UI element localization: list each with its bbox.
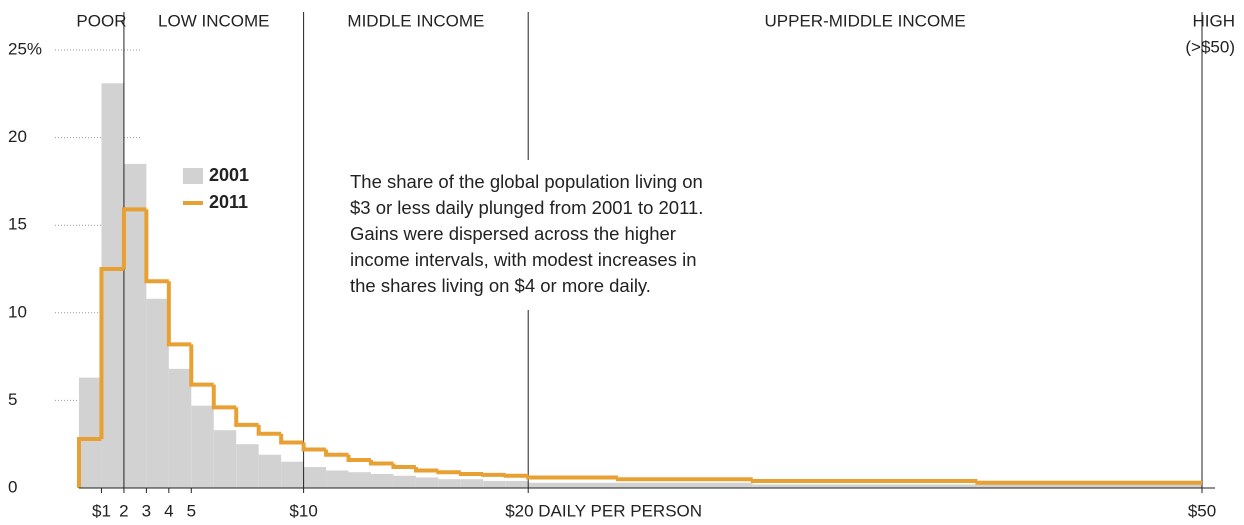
step-segment [121,207,147,269]
step-segment [750,478,978,483]
bar [281,461,304,488]
bar [326,470,349,488]
bar [146,298,169,488]
x-tick-label: $50 [1188,501,1216,520]
y-tick-label: 5 [8,390,17,409]
bar [618,482,753,488]
step-segment [368,459,394,466]
bar [370,473,394,488]
bar [977,484,1202,488]
annotation: The share of the global population livin… [350,171,703,192]
bar [213,430,237,488]
region-label: UPPER-MIDDLE INCOME [765,11,966,30]
x-tick-label: $1 [92,501,111,520]
step-segment [391,463,416,469]
y-tick-label: 0 [8,477,17,496]
bar [528,482,619,488]
x-tick-label: 4 [164,501,173,520]
step-segment [481,472,506,477]
region-label: MIDDLE INCOME [347,11,484,30]
y-tick-label: 20 [8,127,27,146]
legend-label: 2011 [209,192,248,212]
step-segment [211,384,237,410]
region-label: HIGH [1193,11,1236,30]
step-segment [526,475,619,480]
y-tick-label: 15 [8,215,27,234]
x-tick-label: $20 DAILY PER PERSON [505,501,702,520]
x-tick-label: $10 [289,501,317,520]
step-segment [99,267,124,439]
bar [505,480,529,488]
step-segment [301,442,327,452]
step-segment [458,471,484,476]
x-tick-label: 3 [142,501,151,520]
annotation: $3 or less daily plunged from 2001 to 20… [350,197,703,218]
bar [191,405,214,488]
bar [752,484,978,488]
step-segment [436,470,461,475]
bar [123,163,147,488]
bar [348,472,371,488]
annotation: Gains were dispersed across the higher [350,223,676,244]
step-segment [77,436,102,488]
region-sublabel: (>$50) [1185,37,1235,56]
bar [236,444,259,488]
bar [101,83,124,489]
y-tick-label: 10 [8,302,27,321]
step-segment [503,473,529,478]
annotation: the shares living on $4 or more daily. [350,275,651,296]
bar [438,479,461,488]
step-segment [279,433,304,445]
bar [79,377,102,488]
bar [303,466,327,488]
step-segment [413,466,439,473]
region-label: POOR [76,11,126,30]
annotation: income intervals, with modest increases … [350,249,697,270]
step-segment [189,344,214,387]
bar [483,480,506,488]
legend-label: 2001 [209,165,249,185]
step-segment [144,209,169,284]
bar [168,368,192,488]
bar [460,479,484,488]
step-segment [256,424,282,436]
bar [393,475,416,488]
region-label: LOW INCOME [158,11,269,30]
step-segment [324,449,349,457]
step-segment [346,454,371,462]
legend-swatch [183,168,203,184]
bar [258,454,282,488]
step-segment [234,407,259,427]
x-tick-label: 5 [187,501,196,520]
x-tick-label: 2 [119,501,128,520]
bar [415,477,439,488]
step-segment [166,281,192,347]
step-segment [975,480,1202,485]
y-tick-label: 25% [8,39,42,58]
step-segment [616,477,753,482]
